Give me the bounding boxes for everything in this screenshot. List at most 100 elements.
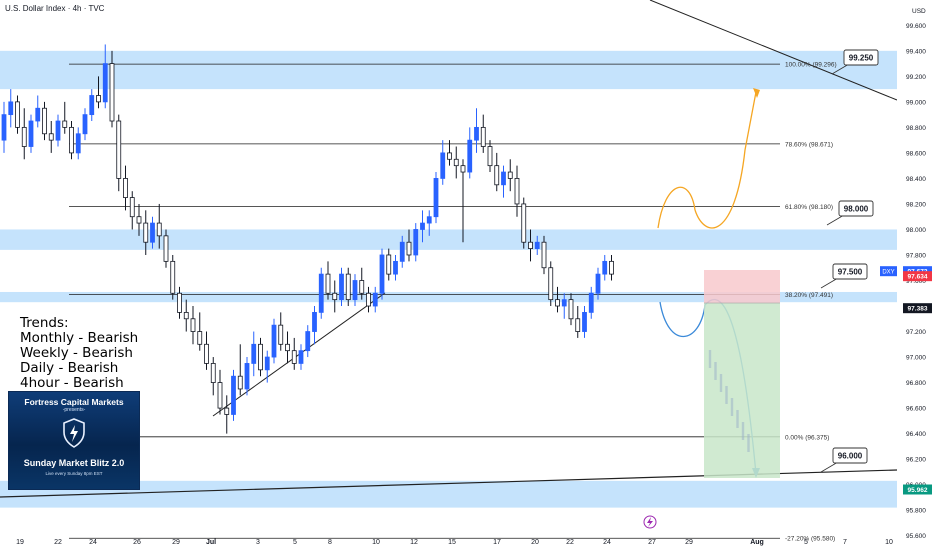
x-tick-5: Jul [206,539,216,546]
trend-weekly: Weekly - Bearish [20,345,133,361]
candle-body-57 [386,254,392,275]
candle-body-14 [96,95,101,103]
projection-orange-1 [657,186,696,229]
candle-body-39 [264,356,270,371]
candle-body-58 [393,260,398,275]
y-tick-14: 96.800 [906,380,926,387]
candle-body-90 [609,260,614,275]
candle-body-0 [1,114,7,141]
time-axis: 19 22 24 26 29 Jul 3 5 8 10 12 15 17 20 22 24 27 29 Aug 5 7 1… [16,539,893,546]
candle-body-16 [109,63,115,122]
zone-2 [0,291,897,303]
x-tick-6: 3 [256,539,260,546]
candle-body-67 [453,158,459,167]
y-tick-15: 96.600 [906,406,926,413]
callout-label-3: 96.000 [838,452,863,461]
x-tick-4: 29 [172,539,180,546]
candle-body-43 [291,350,297,364]
y-tick-16: 96.400 [906,431,926,438]
candle-body-48 [325,273,331,294]
candle-body-63 [426,216,432,224]
promo-name: Sunday Market Blitz 2.0 [23,458,125,468]
zone-3 [0,480,897,508]
y-tick-3: 99.000 [906,99,926,106]
candle-body-30 [204,343,209,364]
fib-label-4: 0.00% (96.375) [785,434,829,441]
ghost-candle-4 [730,398,734,416]
ghost-candle-7 [747,434,750,452]
candle-body-74 [501,171,506,186]
candle-body-80 [541,241,547,269]
y-tick-4: 98.800 [906,125,926,132]
candle-body-29 [197,331,203,345]
callout-pointer-2 [820,277,839,289]
x-tick-0: 19 [16,539,24,546]
x-tick-14: 22 [566,539,574,546]
candle-body-35 [237,375,243,390]
x-tick-19: 5 [804,539,808,546]
candle-body-36 [244,363,250,390]
trends-title: Trends: [20,315,69,331]
candle-body-85 [575,318,581,332]
callout-label-1: 98.000 [844,205,869,214]
x-tick-16: 27 [648,539,656,546]
candle-body-41 [278,324,284,345]
x-tick-13: 20 [531,539,539,546]
x-tick-21: 10 [885,539,893,546]
candle-body-33 [224,407,230,415]
ghost-candle-5 [736,410,739,428]
fib-label-2: 61.80% (98.180) [785,204,833,211]
x-tick-18: Aug [750,539,764,546]
candle-body-86 [582,311,587,332]
candle-body-5 [35,107,41,122]
candle-body-82 [555,299,560,307]
candle-body-47 [318,273,324,313]
candle-body-20 [136,216,142,224]
price-tag-2: 97.383 [908,306,928,313]
candle-body-28 [190,318,196,332]
candle-body-77 [521,203,527,243]
y-tick-13: 97.000 [906,355,926,362]
candle-body-60 [406,241,412,256]
ghost-candle-3 [725,386,728,404]
ghost-candle-1 [714,362,717,380]
candle-body-11 [75,133,81,154]
candle-body-9 [62,120,68,128]
candle-body-34 [231,375,236,415]
candle-body-66 [447,152,452,160]
candle-body-52 [352,280,358,301]
callout-pointer-3 [820,461,839,473]
candle-body-75 [507,171,513,179]
candle-body-26 [177,292,182,313]
x-tick-3: 26 [133,539,141,546]
promo-banner[interactable]: Fortress Capital Markets -presents- Sund… [8,391,140,490]
promo-sub: Live every Sunday 8pm EST [45,471,103,476]
candle-body-68 [460,165,466,173]
candle-body-38 [258,343,263,371]
candle-body-40 [271,324,277,358]
fib-label-3: 38.20% (97.491) [785,292,833,299]
tag-symbol: DXY [882,270,894,276]
tag-symbol-bg [880,266,897,277]
candle-body-53 [359,280,365,294]
trend-4hour: 4hour - Bearish [20,375,124,391]
candle-body-64 [433,178,439,218]
candle-body-44 [298,350,304,364]
candle-body-73 [494,165,500,186]
candle-body-22 [150,222,155,243]
candle-body-42 [285,343,290,352]
candle-body-54 [366,292,371,307]
fibonacci-levels: 100.00% (99.296) 78.60% (98.671) 61.80% (9… [69,62,837,543]
candle-body-79 [534,241,540,250]
candle-body-78 [528,241,533,250]
zone-1 [0,229,897,250]
y-tick-17: 96.200 [906,457,926,464]
candle-body-76 [514,178,520,205]
candle-body-32 [217,382,223,409]
currency-label: USD [912,8,926,15]
candle-body-61 [413,229,419,256]
candle-body-25 [170,260,176,294]
price-tag-bg-1 [903,271,932,282]
